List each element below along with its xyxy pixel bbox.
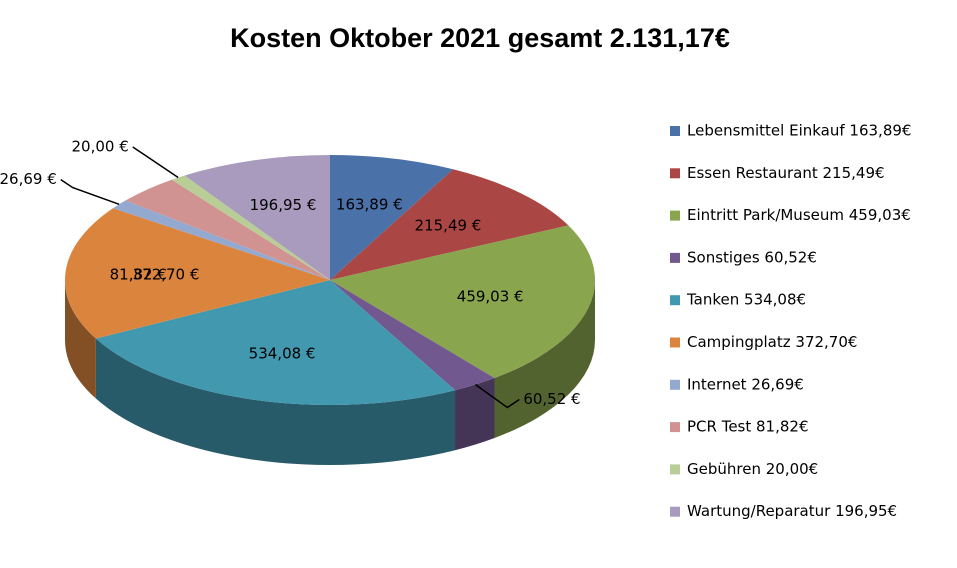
data-label: 81,82 € xyxy=(110,265,167,283)
legend-label: Tanken 534,08€ xyxy=(686,291,806,309)
slice xyxy=(95,280,456,405)
leader-line xyxy=(132,146,179,179)
slice-side xyxy=(65,280,96,399)
legend-swatch xyxy=(670,464,680,475)
legend-label: Wartung/Reparatur 196,95€ xyxy=(687,502,897,520)
data-label: 196,95 € xyxy=(250,196,317,214)
slice xyxy=(64,208,331,339)
slice xyxy=(112,200,330,280)
legend-swatch xyxy=(670,337,680,348)
data-label: 26,69 € xyxy=(0,170,57,188)
legend-swatch xyxy=(670,252,680,263)
data-label: 372,70 € xyxy=(133,266,200,284)
slice xyxy=(330,155,454,280)
legend-label: Sonstiges 60,52€ xyxy=(687,248,817,266)
data-label: 215,49 € xyxy=(415,217,482,235)
data-label: 534,08 € xyxy=(249,345,316,363)
slice-side xyxy=(95,338,456,465)
data-label: 20,00 € xyxy=(71,138,128,156)
legend-swatch xyxy=(670,422,680,433)
legend-swatch xyxy=(670,126,680,136)
data-label: 60,52 € xyxy=(523,390,580,408)
data-label: 459,03 € xyxy=(457,288,524,306)
legend-swatch xyxy=(670,168,680,179)
leader-line xyxy=(60,179,120,205)
slice xyxy=(330,225,595,378)
legend-swatch xyxy=(670,379,680,390)
slice-side xyxy=(494,280,595,438)
slice xyxy=(184,155,330,280)
legend-swatch xyxy=(670,295,680,306)
slice xyxy=(125,179,330,280)
slice xyxy=(171,175,330,280)
data-label: 163,89 € xyxy=(336,195,403,213)
legend-label: PCR Test 81,82€ xyxy=(687,418,809,436)
chart-title: Kosten Oktober 2021 gesamt 2.131,17€ xyxy=(230,23,730,53)
legend-swatch xyxy=(670,210,680,221)
slice xyxy=(330,169,569,280)
legend-label: Essen Restaurant 215,49€ xyxy=(687,164,885,182)
legend-label: Internet 26,69€ xyxy=(687,375,804,393)
legend-swatch xyxy=(670,506,680,517)
legend-label: Campingplatz 372,70€ xyxy=(687,333,857,351)
legend-label: Eintritt Park/Museum 459,03€ xyxy=(687,206,911,224)
legend-label: Lebensmittel Einkauf 163,89€ xyxy=(687,122,911,140)
leader-line xyxy=(474,383,520,409)
slice-side xyxy=(455,377,495,451)
slice xyxy=(330,280,495,391)
legend-label: Gebühren 20,00€ xyxy=(687,460,818,478)
